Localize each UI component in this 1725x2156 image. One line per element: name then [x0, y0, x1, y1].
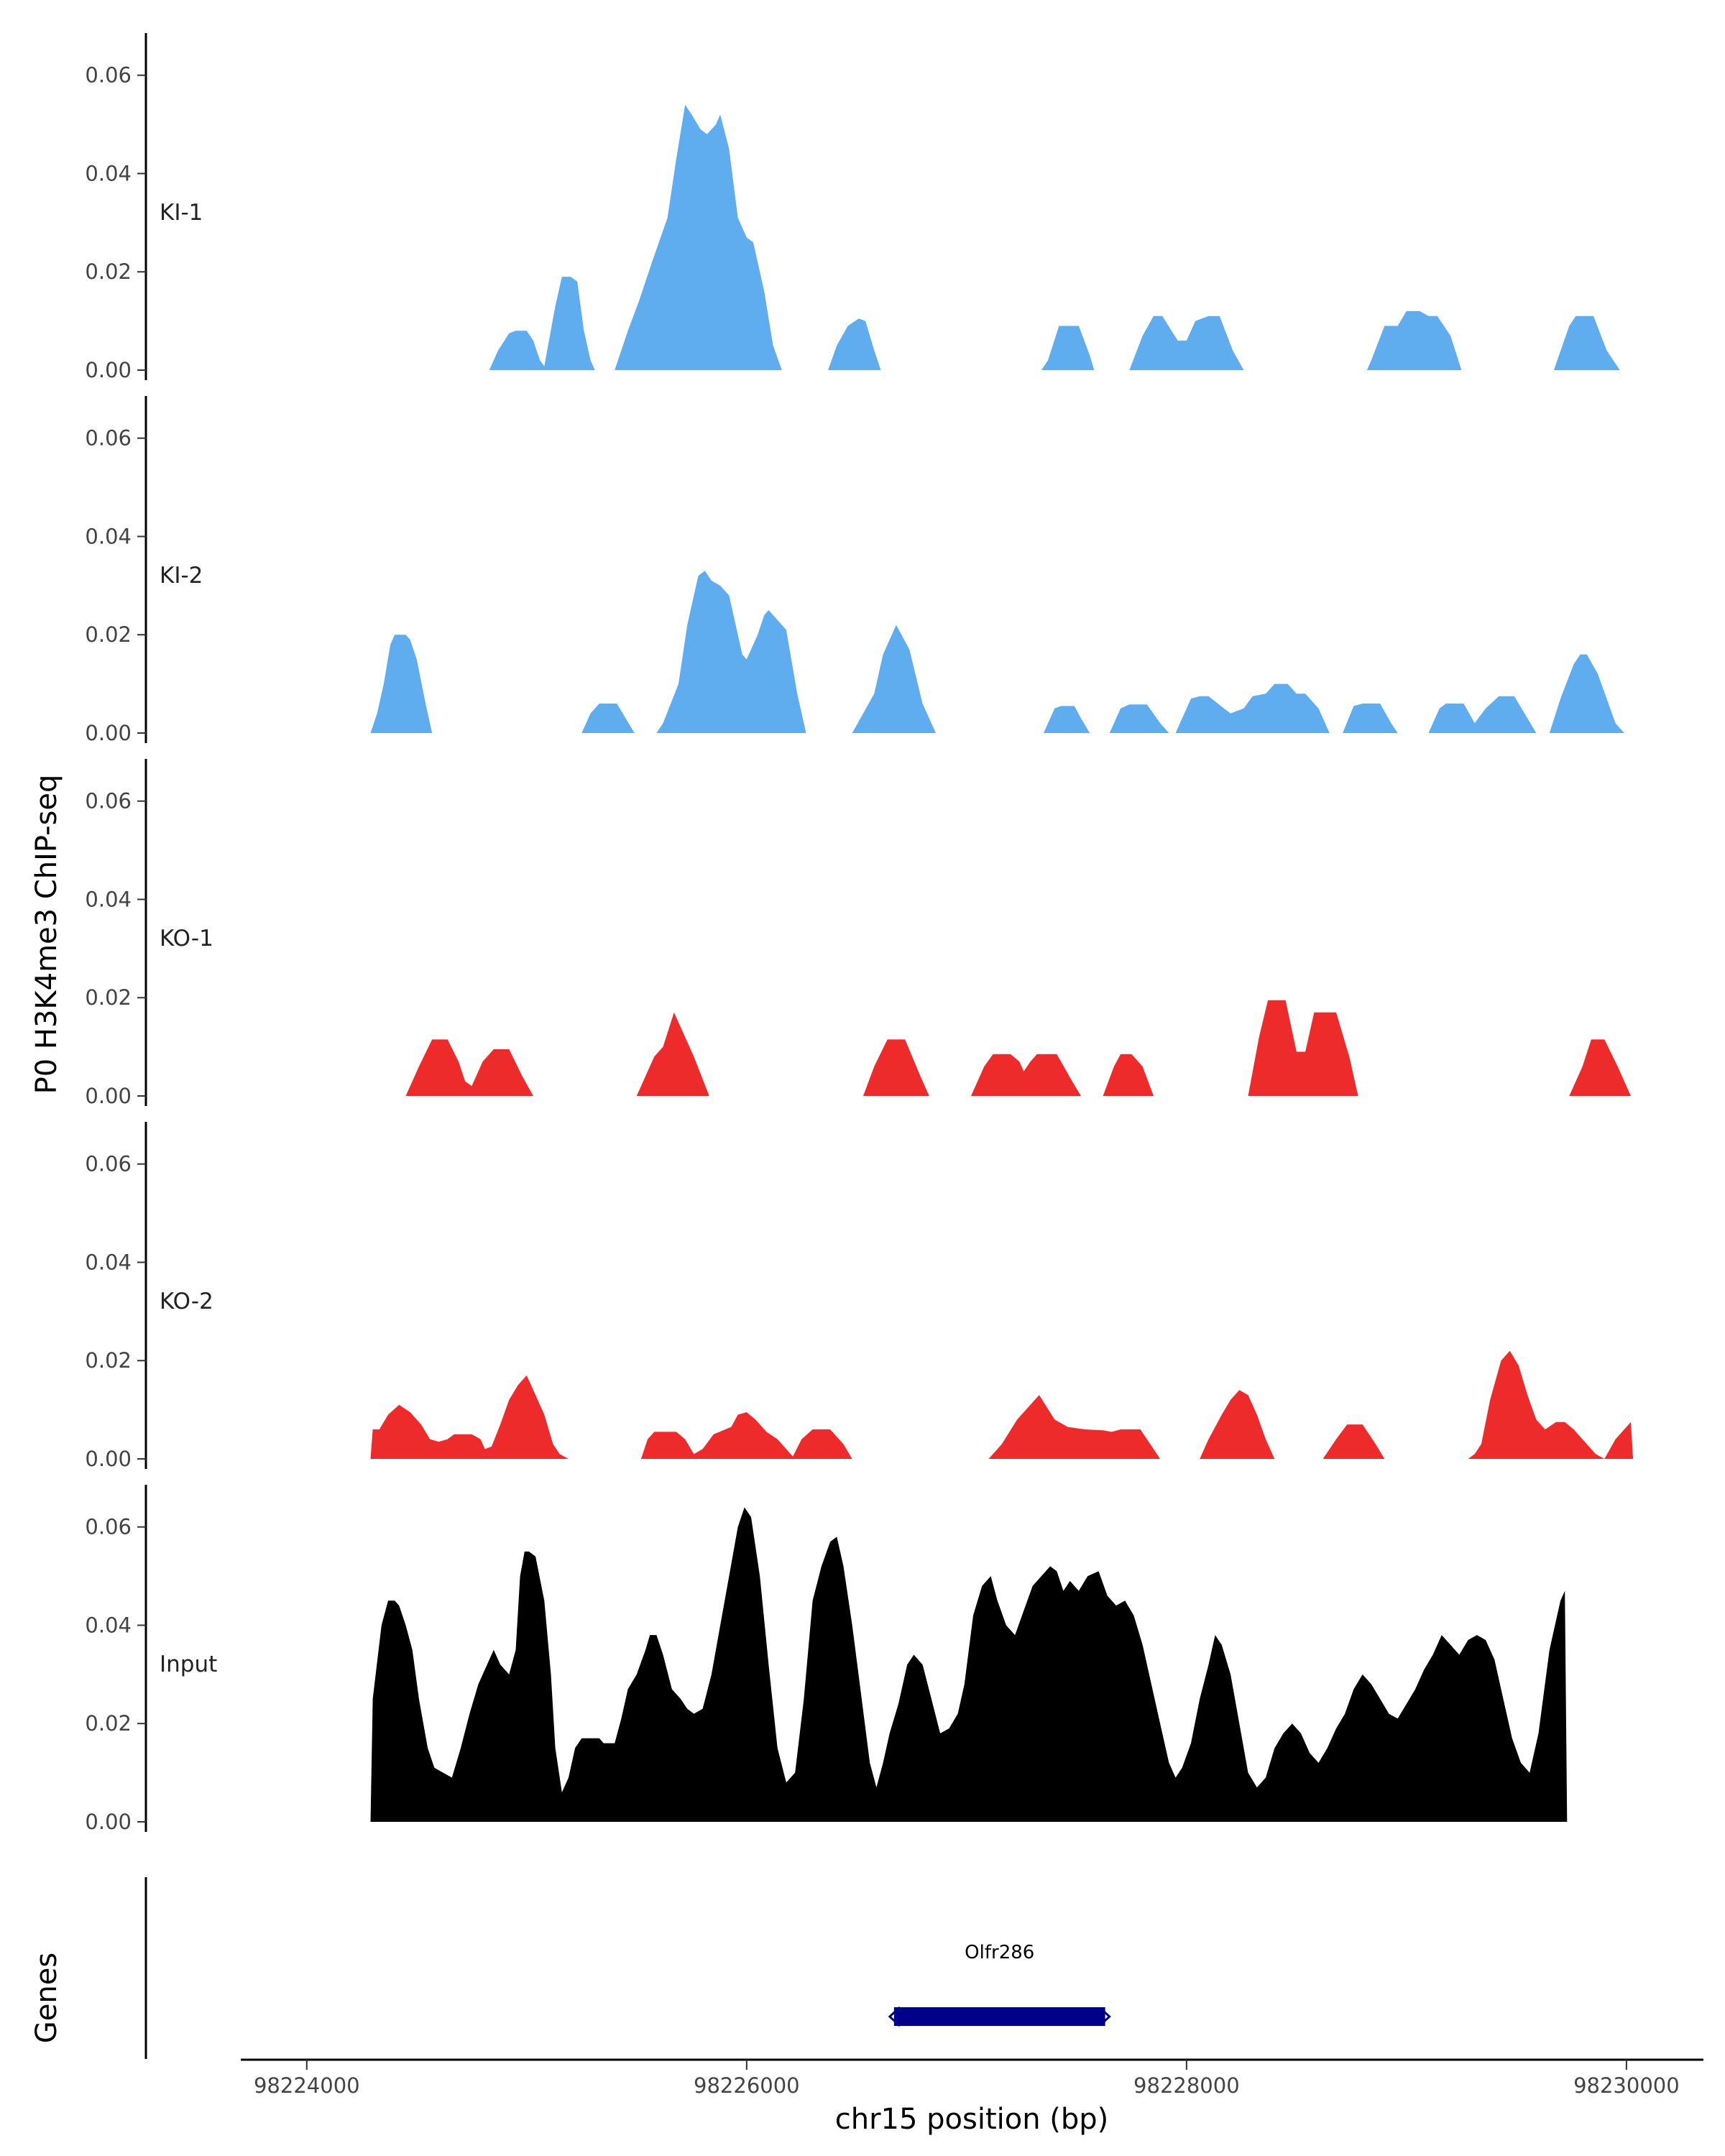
- gene-body-olfr286: [893, 2007, 1105, 2026]
- y-tick-label-input: 0.04: [85, 1613, 132, 1637]
- genes-panel-label: Genes: [30, 1953, 63, 2043]
- coverage-area-ki-1: [489, 104, 1620, 370]
- x-axis: 98224000 98226000 98228000 98230000: [241, 2058, 1703, 2098]
- y-tick-label-ko-2: 0.00: [85, 1447, 132, 1471]
- y-tick-label-input: 0.06: [85, 1515, 132, 1539]
- y-tick-label-ki-2: 0.00: [85, 721, 132, 745]
- y-tick-label-ki-2: 0.02: [85, 622, 132, 647]
- y-tick-label-ko-1: 0.04: [85, 887, 132, 911]
- track-label-ki-1: KI-1: [160, 200, 203, 226]
- track-input: 0.00 0.02 0.04 0.06 Input: [85, 1485, 1568, 1834]
- track-ko-1: 0.00 0.02 0.04 0.06 KO-1: [85, 759, 1631, 1108]
- track-label-input: Input: [160, 1651, 217, 1677]
- track-label-ki-2: KI-2: [160, 563, 203, 589]
- y-tick-label-ko-2: 0.04: [85, 1250, 132, 1274]
- coverage-area-ko-2: [370, 1350, 1634, 1459]
- x-tick-label: 98226000: [694, 2073, 800, 2098]
- coverage-area-ki-2: [370, 571, 1624, 733]
- gene-label-olfr286: Olfr286: [965, 1942, 1034, 1963]
- y-tick-label-ko-1: 0.02: [85, 985, 132, 1010]
- y-tick-label-ki-1: 0.06: [85, 63, 132, 88]
- coverage-area-input: [370, 1507, 1568, 1822]
- gene-strand-arrow: [888, 2006, 901, 2027]
- gene-track: Olfr286: [144, 1877, 1111, 2059]
- coverage-area-ko-1: [405, 1000, 1631, 1096]
- y-tick-label-ki-1: 0.02: [85, 259, 132, 284]
- y-tick-label-ko-1: 0.00: [85, 1084, 132, 1108]
- y-tick-label-ko-2: 0.06: [85, 1152, 132, 1176]
- track-ko-2: 0.00 0.02 0.04 0.06 KO-2: [85, 1122, 1634, 1471]
- y-tick-label-input: 0.00: [85, 1810, 132, 1834]
- track-ki-2: 0.00 0.02 0.04 0.06 KI-2: [85, 396, 1624, 745]
- y-tick-label-ki-2: 0.04: [85, 524, 132, 548]
- x-tick-label: 98228000: [1133, 2073, 1240, 2098]
- x-tick-label: 98224000: [254, 2073, 360, 2098]
- tracks-layer: 0.00 0.02 0.04 0.06 KI-1 0.00 0.02 0.04 0.06 KI-2…: [85, 33, 1634, 1834]
- y-tick-label-ki-1: 0.04: [85, 161, 132, 185]
- y-tick-label-input: 0.02: [85, 1711, 132, 1736]
- track-ki-1: 0.00 0.02 0.04 0.06 KI-1: [85, 33, 1620, 382]
- x-tick-label: 98230000: [1573, 2073, 1680, 2098]
- y-tick-label-ko-1: 0.06: [85, 789, 132, 814]
- x-axis-title: chr15 position (bp): [835, 2103, 1109, 2136]
- y-tick-label-ki-2: 0.06: [85, 426, 132, 451]
- y-tick-label-ki-1: 0.00: [85, 358, 132, 382]
- track-label-ko-1: KO-1: [160, 926, 213, 952]
- y-axis-title: P0 H3K4me3 ChIP-seq: [30, 775, 63, 1095]
- track-label-ko-2: KO-2: [160, 1289, 213, 1314]
- y-tick-label-ko-2: 0.02: [85, 1348, 132, 1373]
- gene-strand-arrow: [1100, 2007, 1111, 2026]
